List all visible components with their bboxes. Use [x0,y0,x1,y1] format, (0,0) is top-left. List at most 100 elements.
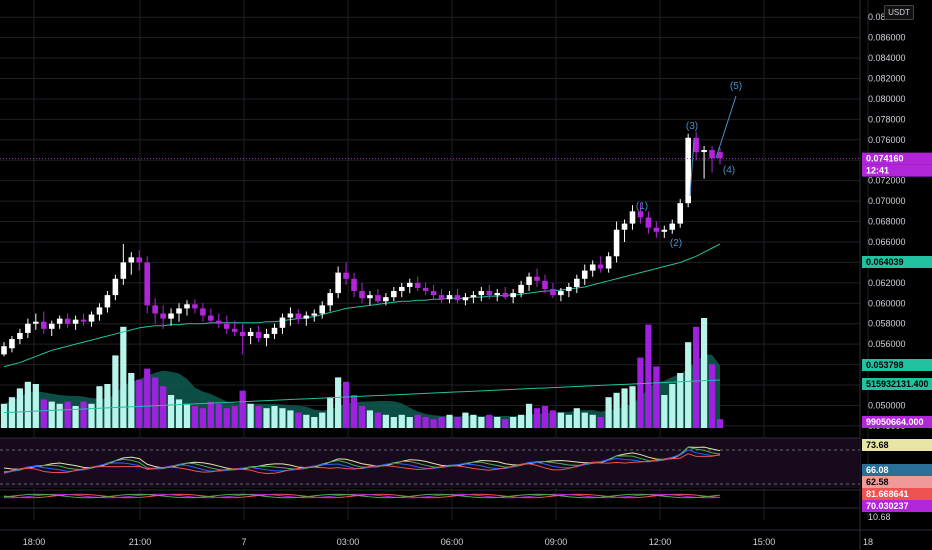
volume-bar [541,406,549,428]
candle-body [128,257,135,263]
rsi-line [3,449,721,474]
candle-body [518,284,524,294]
candle-body [255,331,262,339]
volume-bar [518,414,525,428]
candle-body [247,331,254,336]
last-price-tag: 0.074160 [866,154,904,164]
price-tick-label: 0.056000 [868,339,906,349]
candle-body [709,150,715,159]
volume-bar [350,395,358,428]
rsi-tag-1: 73.68 [866,440,889,450]
volume-bar [677,373,684,428]
candle-body [446,295,453,300]
candle-body [335,272,341,294]
candle-body [526,276,532,285]
candle-body [184,304,190,309]
candle-body [383,297,389,302]
candle-body [223,323,230,329]
candle-body [494,293,501,296]
candle-body [343,272,349,279]
price-tick-label: 0.062000 [868,278,906,288]
candle-body [438,295,445,300]
wave-label: (4) [723,165,735,176]
candle-body [160,313,166,319]
osc-tag-1-bg [862,488,932,500]
candle-body [685,137,691,204]
price-tick-label: 0.078000 [868,114,906,124]
volume-bar [390,417,397,428]
volume-bar [342,381,350,428]
wave-line [689,95,737,197]
candle-body [327,293,333,306]
volume-bar [160,386,167,428]
volume-bar [653,366,660,428]
volume-bar [80,401,87,428]
volume-bar [533,408,541,428]
candle-body [120,262,127,279]
volume-ma-tag-bg [862,378,932,390]
volume-bar [167,395,175,428]
wave-label: (1) [636,201,648,212]
candle-body [80,319,87,322]
volume-bar [366,410,374,428]
countdown-tag-bg [862,164,932,177]
candle-body [478,291,485,296]
volume-bar [478,417,485,428]
volume-bar [72,406,79,428]
candle-body [677,203,684,224]
candle-body [88,314,95,322]
volume-bar [398,414,405,428]
wave-label: (5) [730,81,742,92]
candle-body [48,323,55,329]
price-tick-label: 0.082000 [868,74,906,84]
volume-bar [573,408,580,428]
candle-body [574,278,580,287]
volume-ma-tag: 515932131.400 [866,379,929,389]
wave-label: (2) [670,238,682,249]
time-tick-label: 21:00 [129,537,152,547]
currency-badge[interactable]: USDT [884,5,914,20]
moving-average-line [3,243,721,368]
rsi-line [3,453,721,474]
volume-bar [40,399,47,428]
volume-bar [621,388,628,428]
candle-body [375,295,381,302]
volume-ma-line [3,379,721,414]
volume-bar [295,412,302,428]
candle-body [621,223,628,230]
candle-body [566,286,572,292]
ma-price-tag-bg [862,256,932,268]
ma-price-tag: 0.064039 [866,257,904,267]
candle-body [231,328,238,332]
price-tick-label: 0.058000 [868,319,906,329]
volume-bar [414,414,421,428]
candle-body [136,257,143,263]
volume-bar [438,417,445,428]
candle-body [367,295,373,299]
candle-body [1,346,7,355]
time-tick-label: 03:00 [337,537,360,547]
candle-body [502,293,508,298]
volume-bar [64,401,71,428]
candle-body [581,270,588,279]
volume-bar [358,406,366,428]
volume-bar [56,403,63,428]
volume-bar [247,403,254,428]
volume-bar [525,403,533,428]
time-tick-label: 09:00 [545,537,568,547]
candle-body [208,315,214,321]
candle-body [311,313,318,316]
volume-bar [287,410,294,428]
candle-body [542,280,548,289]
candle-body [430,291,437,296]
volume-bar [183,403,191,428]
volume-bar [16,388,24,428]
price-tick-label: 0.072000 [868,176,906,186]
price-tick-label: 0.066000 [868,237,906,247]
candle-body [398,286,405,292]
volume-bar [685,342,692,428]
volume-bar [374,412,382,428]
volume-bar [454,417,461,428]
